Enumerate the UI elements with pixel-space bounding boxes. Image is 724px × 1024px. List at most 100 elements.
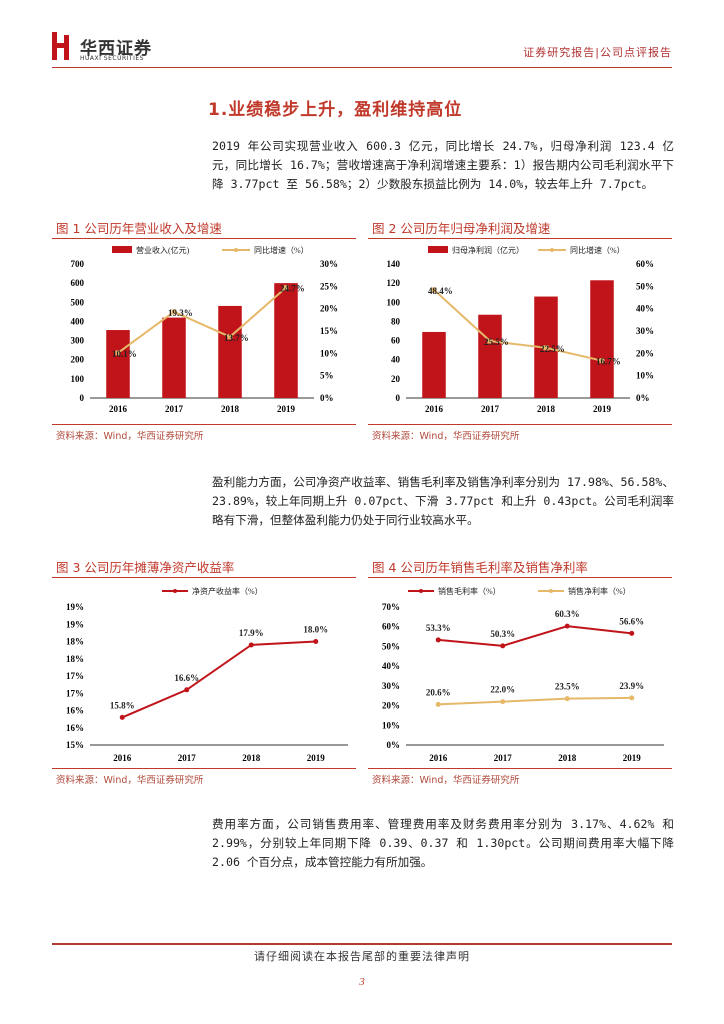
growth-line	[433, 289, 603, 362]
bar-2016	[106, 330, 130, 398]
series-point	[500, 643, 506, 649]
y-left-tick-label: 200	[71, 355, 85, 365]
bar-2017	[478, 314, 502, 398]
y-right-tick-label: 10%	[320, 348, 338, 358]
x-tick-label: 2017	[481, 404, 500, 414]
y-left-tick-label: 700	[71, 259, 85, 269]
figure-2-source-rule	[368, 424, 672, 425]
figure-1-source: 资料来源：Wind，华西证券研究所	[56, 431, 204, 442]
growth-data-label: 19.3%	[168, 308, 193, 318]
figure-4-source: 资料来源：Wind，华西证券研究所	[372, 775, 520, 786]
legend-bar-label: 营业收入(亿元)	[136, 245, 190, 255]
y-left-tick-label: 500	[71, 297, 85, 307]
legend-line-label: 同比增速（%）	[570, 245, 625, 255]
growth-point	[115, 350, 121, 356]
series-point	[435, 637, 441, 643]
legend-line-label: 销售净利率（%）	[568, 586, 631, 596]
y-right-tick-label: 5%	[320, 371, 334, 381]
x-tick-label: 2016	[425, 404, 444, 414]
series-point	[313, 639, 319, 644]
figure-3-chart: 净资产收益率（%） 15% 16% 16% 17% 17% 18% 18% 19% 19% 2016…	[66, 586, 348, 763]
series-data-label: 23.5%	[555, 682, 580, 692]
figure-4-source-rule	[368, 768, 672, 769]
series-point	[564, 623, 570, 629]
x-tick-label: 2018	[537, 404, 556, 414]
y-tick-label: 17%	[66, 671, 84, 681]
series-point	[629, 695, 635, 701]
paragraph-2: 盈利能力方面，公司净资产收益率、销售毛利率及销售净利率分别为 17.98%、56…	[212, 475, 674, 527]
y-left-tick-label: 400	[71, 316, 85, 326]
y-left-tick-label: 0	[80, 393, 85, 403]
series-data-label: 50.3%	[490, 629, 515, 639]
series-point	[500, 699, 506, 705]
legend-line-label: 净资产收益率（%）	[192, 586, 263, 596]
y-right-tick-label: 50%	[636, 281, 654, 291]
growth-point	[171, 309, 177, 315]
footer-disclaimer: 请仔细阅读在本报告尾部的重要法律声明	[254, 950, 470, 963]
growth-data-label: 13.7%	[224, 333, 249, 343]
y-right-tick-label: 30%	[320, 259, 338, 269]
y-tick-label: 10%	[382, 720, 400, 730]
y-right-tick-label: 0%	[320, 393, 334, 403]
figure-2-rule	[368, 238, 672, 239]
series-point	[119, 714, 125, 720]
series-data-label: 20.6%	[426, 687, 451, 697]
y-tick-label: 18%	[66, 637, 84, 647]
paragraph-3: 费用率方面，公司销售费用率、管理费用率及财务费用率分别为 3.17%、4.62%…	[212, 817, 674, 869]
series-data-label: 17.9%	[239, 628, 264, 638]
y-left-tick-label: 0	[396, 393, 401, 403]
legend-line-marker	[549, 589, 553, 593]
y-tick-label: 16%	[66, 723, 84, 733]
series-line	[438, 625, 632, 647]
growth-data-label: 48.4%	[428, 286, 453, 296]
legend-line-marker	[234, 248, 238, 252]
growth-data-label: 25.5%	[484, 337, 509, 347]
y-right-tick-label: 10%	[636, 371, 654, 381]
y-left-tick-label: 120	[387, 278, 401, 288]
y-tick-label: 18%	[66, 654, 84, 664]
page-number: 3	[359, 976, 365, 988]
y-right-tick-label: 40%	[636, 304, 654, 314]
figure-1-rule	[52, 238, 356, 239]
series-data-label: 60.3%	[555, 609, 580, 619]
x-tick-label: 2019	[593, 404, 612, 414]
y-left-tick-label: 80	[391, 316, 401, 326]
company-name: 华西证券	[80, 39, 152, 59]
x-tick-label: 2016	[113, 753, 132, 763]
y-tick-label: 0%	[387, 740, 401, 750]
report-type: 证券研究报告|公司点评报告	[523, 46, 672, 59]
series-point	[248, 642, 254, 648]
y-tick-label: 60%	[382, 622, 400, 632]
footer-divider	[52, 943, 672, 945]
x-tick-label: 2019	[623, 753, 642, 763]
legend-bar-swatch	[428, 246, 448, 253]
bar-2019	[274, 283, 298, 398]
y-right-tick-label: 0%	[636, 393, 650, 403]
x-tick-label: 2019	[277, 404, 296, 414]
company-name-en: HUAXI SECURITIES	[80, 55, 144, 62]
y-tick-label: 40%	[382, 661, 400, 671]
legend-bar-label: 归母净利润（亿元）	[452, 245, 524, 255]
series-data-label: 18.0%	[303, 625, 328, 635]
growth-point	[487, 338, 493, 344]
series-data-label: 15.8%	[110, 700, 135, 710]
y-left-tick-label: 600	[71, 278, 85, 288]
y-left-tick-label: 100	[387, 297, 401, 307]
x-tick-label: 2018	[221, 404, 240, 414]
y-right-tick-label: 25%	[320, 281, 338, 291]
x-tick-label: 2019	[307, 753, 326, 763]
figure-2-chart: 归母净利润（亿元） 同比增速（%） 0 20 40 60 80 100 120 140 0% 10% 2…	[387, 245, 655, 414]
y-left-tick-label: 20	[391, 374, 401, 384]
series-point	[435, 701, 441, 707]
huaxi-logo-icon	[52, 32, 69, 60]
y-right-tick-label: 30%	[636, 326, 654, 336]
y-left-tick-label: 140	[387, 259, 401, 269]
y-right-tick-label: 60%	[636, 259, 654, 269]
figure-1-title: 图 1 公司历年营业收入及增速	[56, 221, 222, 236]
legend-line-marker	[550, 248, 554, 252]
y-tick-label: 16%	[66, 706, 84, 716]
series-data-label: 16.6%	[174, 673, 199, 683]
y-tick-label: 70%	[382, 602, 400, 612]
y-right-tick-label: 20%	[636, 348, 654, 358]
y-left-tick-label: 100	[71, 374, 85, 384]
